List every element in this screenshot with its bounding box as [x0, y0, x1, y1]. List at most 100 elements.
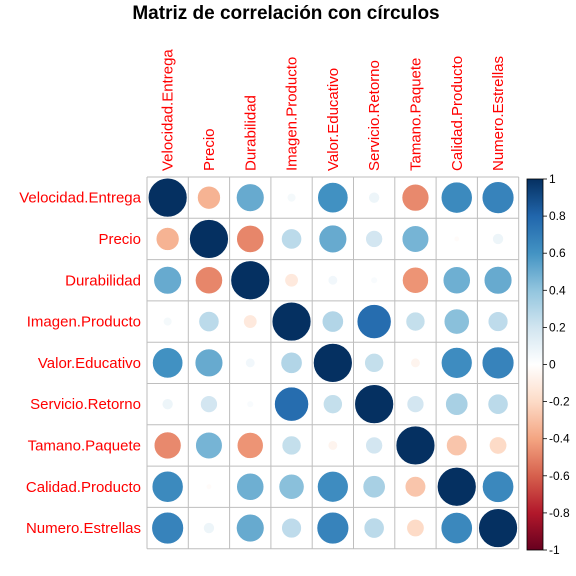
correlation-circle	[481, 346, 515, 380]
correlation-circle	[245, 357, 256, 368]
correlation-circle	[483, 266, 513, 295]
column-label: Servicio.Retorno	[366, 60, 383, 171]
correlation-circle	[195, 266, 223, 295]
correlation-circle	[440, 181, 473, 214]
correlation-circle	[198, 311, 220, 332]
row-label: Calidad.Producto	[26, 479, 141, 496]
correlation-circle	[406, 519, 425, 538]
colorbar-tick-label: 0	[549, 358, 556, 372]
colorbar-tick-label: -0.2	[549, 395, 570, 409]
correlation-circle	[364, 353, 384, 373]
correlation-circle	[487, 311, 509, 332]
correlation-circle	[437, 467, 477, 507]
correlation-circle	[203, 522, 215, 534]
correlation-circle	[368, 191, 380, 204]
correlation-circle	[236, 472, 265, 501]
correlation-circle	[365, 230, 383, 248]
correlation-circle	[205, 483, 212, 490]
colorbar-tick-label: -1	[549, 543, 560, 557]
correlation-circle	[195, 431, 223, 460]
correlation-circle	[153, 266, 182, 295]
column-label: Numero.Estrellas	[490, 56, 507, 171]
correlation-circle	[230, 260, 270, 300]
correlation-circle	[453, 235, 460, 242]
chart-title: Matriz de correlación con círculos	[132, 3, 439, 24]
colorbar-gradient	[526, 178, 544, 551]
correlation-circle	[401, 225, 430, 253]
column-label: Calidad.Producto	[449, 56, 466, 171]
correlation-circle	[189, 219, 229, 259]
row-label: Servicio.Retorno	[30, 396, 141, 413]
correlation-circle	[161, 398, 174, 410]
colorbar-tick-label: -0.8	[549, 506, 570, 520]
correlation-circle	[370, 276, 378, 284]
correlation-circle	[482, 470, 514, 503]
correlation-circle	[492, 233, 504, 245]
correlation-circle	[271, 301, 312, 342]
correlation-circle	[318, 224, 348, 254]
correlation-circle	[327, 440, 338, 451]
correlation-circle	[363, 517, 385, 539]
correlation-circle	[197, 185, 221, 210]
column-label: Velocidad.Entrega	[160, 49, 177, 171]
column-label: Imagen.Producto	[284, 57, 301, 171]
correlation-circle	[317, 471, 349, 503]
correlation-circle	[313, 343, 353, 383]
correlation-circle	[323, 394, 343, 414]
correlation-circle	[153, 431, 182, 460]
correlation-circle	[402, 266, 429, 294]
colorbar-tick-label: 0.8	[549, 209, 566, 223]
row-label: Velocidad.Entrega	[19, 190, 141, 207]
row-label: Precio	[98, 231, 141, 248]
colorbar-tick-label: 0.2	[549, 320, 566, 334]
correlation-circle	[236, 432, 264, 459]
correlation-circle	[440, 512, 473, 544]
correlation-circle	[316, 511, 350, 545]
correlation-circle	[404, 476, 427, 498]
correlation-circle	[155, 227, 180, 251]
correlation-circle	[327, 275, 338, 286]
colorbar-tick-label: 0.4	[549, 283, 566, 297]
correlation-circle	[151, 470, 184, 503]
colorbar-tick-label: -0.6	[549, 469, 570, 483]
grid	[146, 176, 520, 550]
correlation-circle	[442, 266, 471, 295]
correlation-circle	[406, 395, 425, 413]
column-labels: Velocidad.Entrega Precio Durabilidad Imagen…	[160, 49, 507, 171]
correlation-circle	[280, 351, 303, 374]
row-label: Tamano.Paquete	[28, 437, 141, 454]
column-label: Precio	[201, 128, 218, 171]
row-labels: Velocidad.Entrega Precio Durabilidad Imagen…	[19, 190, 141, 537]
column-label: Valor.Educativo	[325, 68, 342, 171]
correlation-circle	[286, 193, 297, 203]
correlation-circle	[321, 310, 344, 333]
correlation-circle	[281, 517, 302, 539]
correlation-circle	[246, 400, 254, 408]
correlation-circle	[152, 347, 184, 379]
correlation-circle	[284, 273, 299, 288]
row-label: Numero.Estrellas	[26, 520, 141, 537]
correlation-circle	[405, 311, 426, 332]
correlation-circle	[200, 395, 218, 413]
correlation-circle	[446, 434, 468, 457]
correlation-circle	[362, 475, 386, 499]
correlation-circle	[410, 357, 421, 368]
correlation-circle	[278, 473, 305, 500]
correlation-circle	[481, 181, 515, 214]
correlation-circle	[395, 425, 436, 466]
correlation-circle	[194, 348, 224, 378]
correlation-circle	[443, 308, 470, 335]
correlation-circle	[401, 183, 430, 212]
correlation-circle	[236, 513, 265, 543]
colorbar-tick-label: 0.6	[549, 246, 566, 260]
correlation-circles	[147, 177, 518, 548]
correlation-circle	[478, 508, 518, 548]
correlation-circle	[445, 392, 469, 416]
correlation-circle	[281, 228, 302, 250]
correlation-circle	[147, 177, 188, 218]
correlation-circle	[365, 436, 383, 455]
correlation-circle	[274, 386, 309, 422]
correlation-circle	[487, 393, 509, 415]
colorbar-tick-label: 1	[549, 172, 556, 186]
